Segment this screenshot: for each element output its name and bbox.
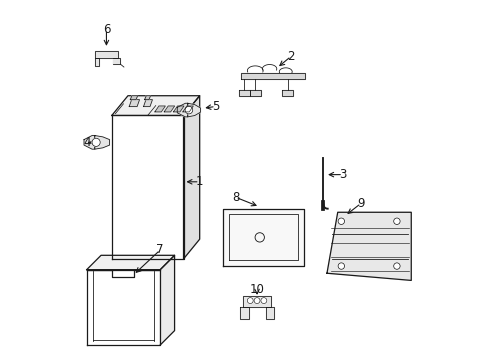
Polygon shape xyxy=(112,96,199,116)
Text: 10: 10 xyxy=(249,283,264,296)
Polygon shape xyxy=(243,296,270,307)
Polygon shape xyxy=(95,50,118,58)
Polygon shape xyxy=(177,103,187,117)
Polygon shape xyxy=(130,96,137,100)
Text: 2: 2 xyxy=(287,50,294,63)
Circle shape xyxy=(337,263,344,269)
Polygon shape xyxy=(164,106,174,112)
Polygon shape xyxy=(240,307,248,319)
Circle shape xyxy=(185,106,192,114)
Polygon shape xyxy=(265,307,274,319)
Text: 6: 6 xyxy=(102,23,110,36)
Polygon shape xyxy=(95,135,109,149)
Polygon shape xyxy=(143,100,152,107)
Polygon shape xyxy=(129,100,139,107)
Circle shape xyxy=(337,218,344,225)
Polygon shape xyxy=(86,270,160,345)
Text: 4: 4 xyxy=(84,136,91,149)
Polygon shape xyxy=(112,116,183,259)
Text: 3: 3 xyxy=(339,168,346,181)
Text: 1: 1 xyxy=(196,175,203,188)
Text: 7: 7 xyxy=(156,243,163,256)
Polygon shape xyxy=(326,212,410,280)
Text: 9: 9 xyxy=(357,197,364,210)
Text: 5: 5 xyxy=(212,100,219,113)
Polygon shape xyxy=(84,135,95,149)
Polygon shape xyxy=(249,90,260,96)
Polygon shape xyxy=(113,58,120,64)
Polygon shape xyxy=(86,255,174,270)
Polygon shape xyxy=(223,209,303,266)
Polygon shape xyxy=(241,73,305,79)
Polygon shape xyxy=(155,106,165,112)
Circle shape xyxy=(254,298,260,303)
Circle shape xyxy=(393,218,399,225)
Polygon shape xyxy=(239,90,249,96)
Polygon shape xyxy=(183,96,199,259)
Polygon shape xyxy=(144,96,150,100)
Circle shape xyxy=(393,263,399,269)
Circle shape xyxy=(247,298,253,303)
Polygon shape xyxy=(160,255,174,345)
Polygon shape xyxy=(183,106,193,112)
Polygon shape xyxy=(282,90,292,96)
Polygon shape xyxy=(95,58,99,66)
Polygon shape xyxy=(187,103,200,117)
Text: 8: 8 xyxy=(231,191,239,204)
Circle shape xyxy=(92,138,100,147)
Polygon shape xyxy=(173,106,183,112)
Circle shape xyxy=(261,298,266,303)
